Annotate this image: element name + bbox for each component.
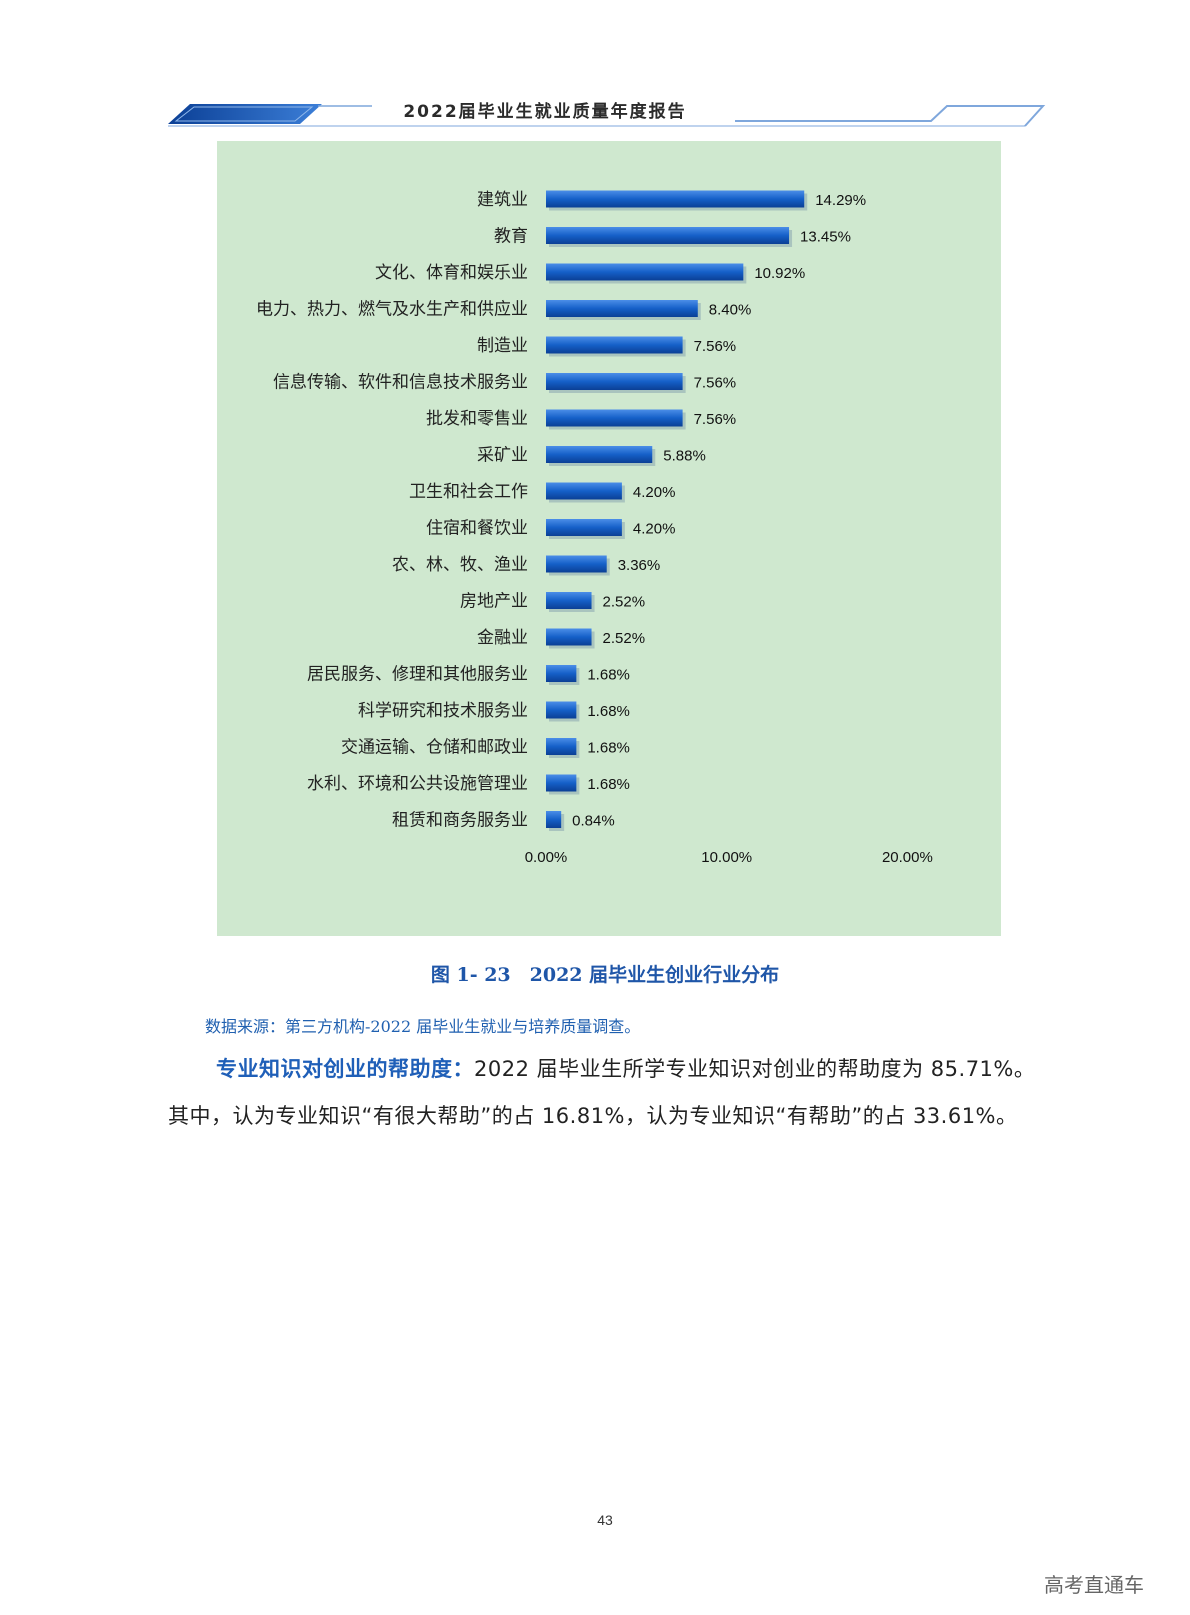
category-label: 建筑业 [477,190,528,210]
bar [546,811,562,828]
category-label: 制造业 [477,336,528,356]
value-label: 1.68% [587,703,630,720]
category-label: 水利、环境和公共设施管理业 [307,774,528,794]
bar [546,592,592,609]
bar [546,190,805,208]
bar-chart: 建筑业 14.29% 教育 13.45% 文化、体育和娱乐业 10.92% 电力、热力、燃气… [256,190,933,866]
body-paragraph: 专业知识对创业的帮助度：2022 届毕业生所学专业知识对创业的帮助度为 85.7… [168,1046,1048,1140]
category-label: 居民服务、修理和其他服务业 [307,665,528,685]
header-title: 2022届毕业生就业质量年度报告 [403,102,687,122]
value-label: 5.88% [663,448,706,465]
category-label: 科学研究和技术服务业 [358,701,528,721]
page-header: 2022届毕业生就业质量年度报告 [0,0,1190,140]
bar [546,227,790,244]
bar [546,774,577,792]
category-label: 信息传输、软件和信息技术服务业 [273,373,528,393]
category-label: 农、林、牧、渔业 [392,555,528,575]
bar [546,701,577,719]
value-label: 2.52% [603,594,646,611]
value-label: 1.68% [587,740,630,757]
category-label: 教育 [494,227,528,247]
bar [546,336,683,354]
bar [546,628,592,646]
category-label: 卫生和社会工作 [409,482,528,502]
value-label: 4.20% [633,521,676,538]
value-label: 7.56% [694,338,737,355]
paragraph-text: 2022 届毕业生所学专业知识对创业的帮助度为 85.71%。其中，认为专业知识… [168,1057,1036,1128]
value-label: 7.56% [694,411,737,428]
header-decoration [168,104,1046,127]
bar [546,482,622,500]
page-number: 43 [597,1512,613,1528]
value-label: 2.52% [603,630,646,647]
category-label: 采矿业 [477,446,528,466]
value-label: 1.68% [587,667,630,684]
bar [546,519,622,536]
value-label: 10.92% [754,265,805,282]
x-tick-label: 20.00% [882,849,933,866]
watermark-text: 高考直通车 [1044,1573,1144,1597]
value-label: 14.29% [815,192,866,209]
value-label: 1.68% [587,776,630,793]
bar [546,555,607,573]
x-tick-label: 0.00% [525,849,568,866]
category-label: 住宿和餐饮业 [426,519,528,539]
category-label: 批发和零售业 [426,409,528,429]
category-label: 电力、热力、燃气及水生产和供应业 [256,300,528,320]
category-label: 文化、体育和娱乐业 [375,263,528,283]
value-label: 3.36% [618,557,661,574]
bar [546,409,683,427]
bar [546,373,683,390]
bar [546,738,577,755]
category-label: 租赁和商务服务业 [392,811,528,831]
bar [546,263,744,281]
figure-caption: 图 1- 23 2022 届毕业生创业行业分布 [430,964,780,986]
category-label: 金融业 [477,628,528,648]
value-label: 13.45% [800,229,851,246]
bar [546,446,653,463]
chart-panel: 建筑业 14.29% 教育 13.45% 文化、体育和娱乐业 10.92% 电力、热力、燃气… [217,141,1001,936]
bar [546,300,698,317]
paragraph-lead-term: 专业知识对创业的帮助度： [216,1057,474,1081]
value-label: 8.40% [709,302,752,319]
x-tick-label: 10.00% [701,849,752,866]
category-label: 交通运输、仓储和邮政业 [341,738,528,758]
value-label: 4.20% [633,484,676,501]
data-source-note: 数据来源：第三方机构-2022 届毕业生就业与培养质量调查。 [205,1017,641,1036]
category-label: 房地产业 [460,592,528,612]
value-label: 0.84% [572,813,615,830]
value-label: 7.56% [694,375,737,392]
bar [546,665,577,682]
